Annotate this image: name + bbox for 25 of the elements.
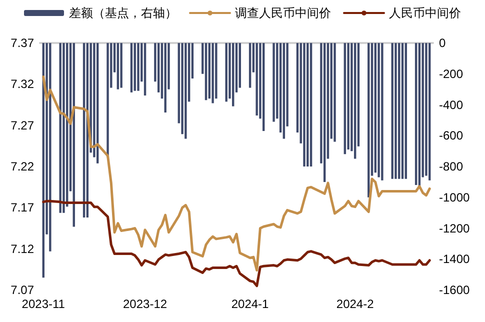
y-tick-label: 7.22 xyxy=(10,160,34,174)
y-tick-label: 7.17 xyxy=(10,200,34,215)
y2-tick-label: -1600 xyxy=(439,283,470,297)
y2-tick-label: -1200 xyxy=(439,221,470,236)
x-tick-label: 2024-2 xyxy=(336,297,374,311)
x-tick-label: 2023-11 xyxy=(22,297,66,311)
y-tick-label: 7.27 xyxy=(10,118,34,132)
legend-label: 人民币中间价 xyxy=(389,6,461,20)
y2-tick-label: -1400 xyxy=(439,252,470,266)
y2-tick-label: -800 xyxy=(439,160,464,174)
line-series xyxy=(42,200,431,288)
x-tick-label: 2024-1 xyxy=(231,297,270,311)
y-tick-label: 7.12 xyxy=(10,242,34,256)
legend-label: 差额（基点，右轴） xyxy=(69,6,177,20)
y2-tick-label: -1000 xyxy=(439,190,470,204)
y2-tick-label: -600 xyxy=(439,128,464,143)
y-tick-label: 7.32 xyxy=(10,77,34,92)
y2-tick-label: -200 xyxy=(439,66,464,81)
y2-tick-label: 0 xyxy=(439,36,446,50)
y2-tick-label: -400 xyxy=(439,98,464,112)
x-tick-label: 2023-12 xyxy=(123,297,168,311)
legend-label: 调查人民币中间价 xyxy=(235,6,331,20)
line-series xyxy=(42,76,431,272)
y-tick-label: 7.07 xyxy=(10,283,34,297)
y-tick-label: 7.37 xyxy=(10,36,34,50)
